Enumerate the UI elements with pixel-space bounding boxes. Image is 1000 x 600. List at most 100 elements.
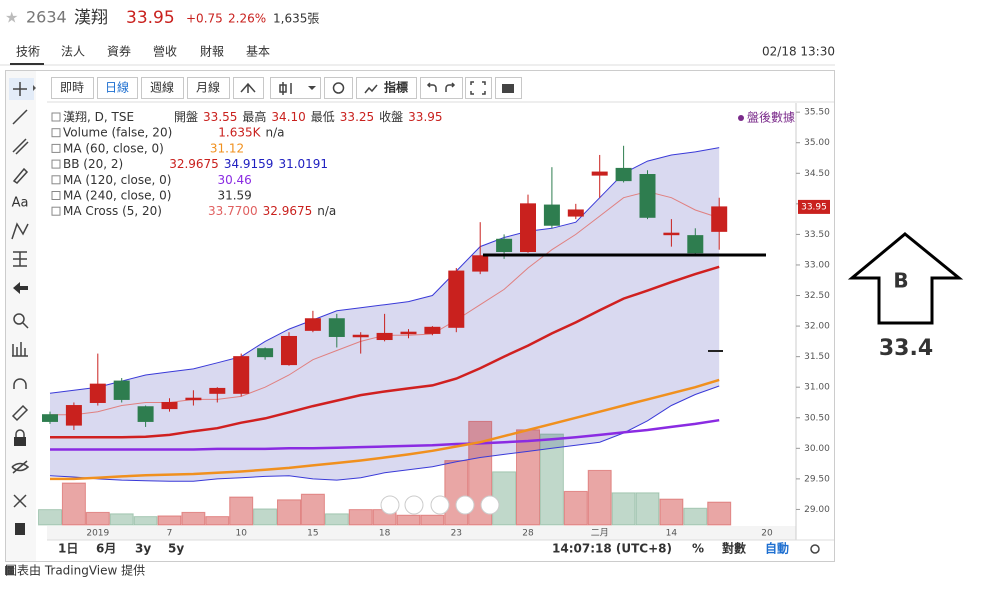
legend-value: 33.55	[203, 110, 237, 124]
toolbar-button[interactable]	[97, 77, 138, 99]
volume-bar	[516, 429, 540, 526]
reset[interactable]	[430, 495, 450, 515]
candle-body	[304, 318, 321, 331]
settings-icon[interactable]	[810, 544, 820, 554]
candle-body	[65, 405, 82, 426]
volume-bar	[611, 492, 636, 526]
lock-tool[interactable]	[14, 437, 26, 446]
candle-body	[448, 270, 465, 328]
tab[interactable]: 營收	[153, 45, 177, 59]
range-button[interactable]: 5y	[168, 542, 184, 556]
after-hours-label[interactable]: 盤後數據	[747, 111, 795, 125]
gear-icon	[332, 82, 345, 94]
volume-bar	[348, 509, 373, 526]
candle-body	[376, 332, 393, 341]
tab[interactable]: 法人	[61, 45, 85, 59]
toolbar-button[interactable]	[420, 77, 463, 99]
toolbar-button[interactable]	[187, 77, 230, 99]
brush-tool[interactable]	[12, 167, 29, 184]
auto-toggle[interactable]: 自動	[765, 541, 789, 556]
text-tool[interactable]: Aa	[12, 196, 29, 211]
volume-bar	[444, 460, 469, 526]
hide-tool[interactable]	[11, 460, 30, 474]
candle-body	[352, 334, 369, 338]
legend-row: MA (120, close, 0) 30.46	[63, 172, 252, 186]
volume-bar	[587, 469, 612, 526]
percent-toggle[interactable]: %	[692, 542, 704, 556]
volume-bar	[277, 499, 301, 526]
candle-body	[472, 255, 489, 272]
range-button[interactable]: 1日	[58, 542, 78, 556]
scroll-right[interactable]	[480, 495, 500, 515]
legend-collapse	[51, 175, 61, 185]
toolbar-label: 指標	[384, 80, 408, 95]
candle-body	[567, 209, 584, 217]
candle-body	[328, 318, 345, 337]
volume-bar	[659, 498, 684, 526]
log-toggle[interactable]: 對數	[722, 541, 746, 556]
legend-value: 1.635K	[218, 125, 261, 139]
legend-value: 34.10	[271, 110, 305, 124]
pattern-tool[interactable]	[11, 222, 29, 240]
zoom-in[interactable]	[455, 495, 475, 515]
volume-bar	[133, 516, 158, 526]
tab[interactable]: 財報	[200, 44, 224, 59]
camera-icon	[502, 84, 514, 93]
legend-value: 最高	[242, 109, 266, 124]
sidebar-expand[interactable]	[33, 85, 36, 91]
ruler-tool[interactable]	[12, 342, 28, 357]
sidebar	[6, 71, 36, 561]
scroll-left[interactable]	[380, 495, 400, 515]
measure-tool[interactable]	[13, 251, 27, 267]
legend-value: 33.7700	[208, 204, 258, 218]
line-tool[interactable]	[12, 109, 28, 125]
volume-bar	[157, 515, 182, 526]
zoom-tool[interactable]	[13, 313, 25, 325]
candle-body	[113, 380, 130, 400]
remove-tool[interactable]	[13, 494, 27, 508]
annotation-arrow	[847, 232, 964, 325]
toolbar-button[interactable]	[324, 77, 353, 99]
legend-value: 31.59	[217, 188, 251, 202]
toolbar-button[interactable]	[356, 77, 417, 99]
y-tick-label: 35.00	[804, 138, 830, 148]
toolbar-button[interactable]	[465, 77, 492, 99]
zoom-out[interactable]	[404, 495, 424, 515]
fib-tool[interactable]	[12, 138, 29, 155]
overlay-line	[50, 378, 720, 481]
candle-body	[639, 174, 656, 218]
legend-row: MA Cross (5, 20) 33.7700 32.9675 n/a	[63, 204, 336, 218]
volume-bar	[707, 501, 732, 526]
candle-body	[496, 238, 513, 253]
range-button[interactable]: 3y	[135, 542, 151, 556]
range-button[interactable]: 6月	[96, 542, 116, 556]
back-arrow-icon[interactable]	[13, 282, 28, 294]
y-tick-label: 32.00	[804, 322, 830, 332]
legend-name: Volume (false, 20)	[63, 125, 172, 139]
legend-row: 漢翔, D, TSE 開盤 33.55 最高 34.10 最低 33.25 收盤 33.95	[63, 109, 443, 124]
stay-drawing-tool[interactable]	[11, 404, 29, 422]
candle-body	[257, 348, 274, 358]
tab[interactable]: 資券	[107, 44, 131, 59]
volume-bar	[181, 511, 206, 526]
y-tick-label: 33.50	[804, 230, 830, 240]
legend-name: MA (240, close, 0)	[63, 188, 171, 202]
toolbar-button[interactable]	[141, 77, 184, 99]
trash-tool[interactable]	[15, 523, 25, 535]
band-lower	[49, 385, 720, 482]
legend-value: 31.12	[210, 141, 244, 155]
star-icon[interactable]: ★	[5, 9, 18, 27]
candle-body	[89, 383, 106, 403]
volume-bar	[420, 514, 445, 526]
legend-row: Volume (false, 20) 1.635K n/a	[63, 125, 285, 139]
legend-row: BB (20, 2) 32.9675 34.9159 31.0191	[63, 157, 328, 171]
overlay-line	[50, 418, 720, 451]
timestamp: 02/18 13:30	[762, 45, 835, 59]
magnet-tool[interactable]	[13, 378, 27, 389]
toolbar-button[interactable]	[51, 77, 94, 99]
legend-collapse	[51, 206, 61, 216]
tab[interactable]: 技術	[16, 45, 40, 59]
footer: 圖表由 TradingView 提供	[5, 563, 145, 578]
legend-name: MA (60, close, 0)	[63, 141, 164, 155]
tab[interactable]: 基本	[246, 45, 270, 59]
